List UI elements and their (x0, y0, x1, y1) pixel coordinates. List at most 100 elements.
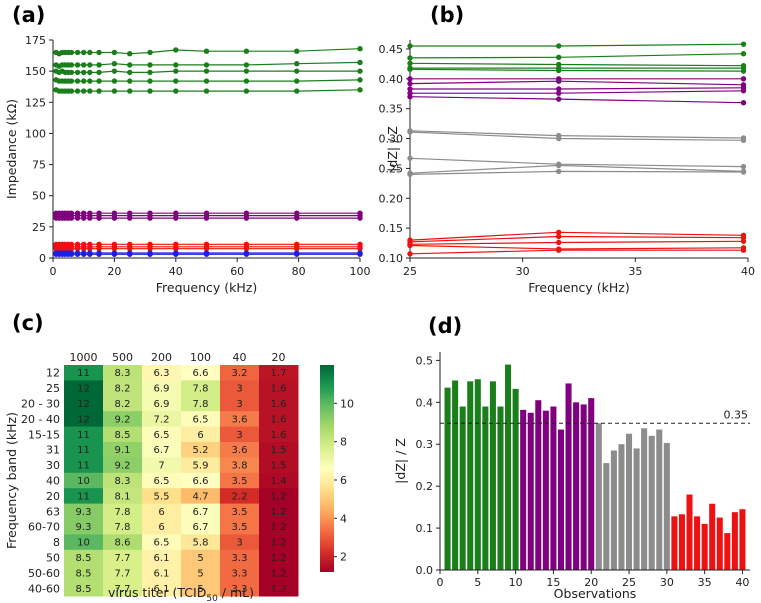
x-tick-label: 35 (698, 576, 712, 589)
data-point (173, 47, 179, 53)
data-point (173, 62, 179, 68)
cell-value: 9.1 (115, 445, 131, 456)
data-point (74, 88, 81, 94)
heatmap-cell (220, 472, 260, 489)
data-point (740, 68, 747, 74)
cell-value: 7.7 (115, 553, 131, 564)
cell-value: 6.9 (154, 384, 170, 395)
cell-value: 1.6 (271, 384, 287, 395)
data-point (173, 68, 179, 74)
data-point (294, 60, 300, 67)
x-tick-label: 5 (474, 576, 481, 589)
data-point (147, 215, 153, 221)
data-point (407, 60, 413, 66)
data-point (243, 68, 250, 74)
column-header: 100 (190, 351, 211, 364)
cell-value: 3 (236, 384, 242, 395)
row-label: 60-70 (28, 521, 60, 534)
bar (716, 517, 723, 570)
heatmap-cell (103, 411, 143, 428)
y-tick-label: 0.10 (379, 252, 404, 265)
data-point (243, 251, 250, 257)
bar (497, 406, 504, 570)
data-point (357, 59, 363, 66)
cell-value: 1.2 (271, 507, 287, 518)
cell-value: 6.7 (193, 522, 209, 533)
data-point (111, 251, 118, 257)
heatmap-cell (64, 534, 104, 551)
column-header: 200 (151, 351, 172, 364)
cell-value: 6 (158, 507, 164, 518)
data-point (357, 68, 363, 74)
cell-value: 11 (77, 491, 90, 502)
series-line (409, 53, 744, 59)
cell-value: 6.5 (154, 430, 170, 441)
cell-value: 8.5 (76, 584, 92, 595)
bar (694, 516, 701, 570)
cell-value: 6.9 (154, 399, 170, 410)
data-point (74, 245, 81, 252)
x-axis-label: Observations (554, 586, 637, 601)
data-point (556, 96, 562, 102)
cell-value: 5 (197, 568, 203, 579)
data-point (68, 245, 75, 252)
bar (663, 442, 670, 570)
data-point (243, 88, 250, 94)
x-axis-label: Frequency (kHz) (156, 280, 258, 295)
heatmap-cell (103, 534, 143, 551)
heatmap-cell (181, 519, 221, 535)
bar (467, 381, 474, 570)
data-point (147, 245, 153, 252)
data-point (74, 215, 81, 221)
heatmap-cell (64, 580, 104, 597)
cell-value: 1.7 (271, 368, 287, 379)
row-label: 63 (46, 505, 60, 518)
data-point (68, 88, 75, 94)
heatmap-cell (259, 395, 299, 412)
y-tick-label: 50 (32, 190, 46, 203)
data-point (127, 245, 133, 252)
data-point (81, 88, 87, 94)
column-header: 40 (233, 351, 247, 364)
bar (603, 463, 610, 570)
data-point (407, 80, 413, 87)
data-point (96, 245, 102, 252)
data-point (203, 251, 210, 257)
data-point (111, 88, 118, 94)
heatmap-cell (220, 565, 260, 582)
heatmap-cell (64, 365, 104, 381)
data-point (740, 41, 747, 47)
data-point (74, 251, 81, 257)
data-point (407, 171, 413, 178)
y-tick-label: 0.45 (379, 43, 404, 56)
cell-value: 3.3 (232, 568, 248, 579)
heatmap-cell (181, 472, 221, 489)
data-point (740, 137, 747, 144)
data-point (357, 46, 363, 52)
bar (474, 379, 481, 570)
data-point (556, 90, 562, 96)
panel-b: (b) 0.10 0.15 0.20 0.25 0.30 0.35 0.40 0.45 25 30 3… (379, 3, 756, 295)
bar (452, 380, 459, 570)
data-point (147, 251, 153, 257)
bar (671, 516, 678, 570)
cell-value: 1.6 (271, 399, 287, 410)
panel-d: (d) 0.0 0.1 0.2 0.3 0.4 0.5 0 5 10 15 20 25 30 35 40 0.3… (393, 314, 750, 601)
data-point (127, 88, 133, 94)
panel-c: (c) 1000 500 200 100 40 20 12 11 8.3 6.3 6.6 3.2 1.7 2… (4, 311, 354, 603)
data-point (407, 129, 413, 135)
cell-value: 6.5 (154, 476, 170, 487)
data-point (147, 49, 153, 56)
cell-value: 3.2 (232, 368, 248, 379)
cell-value: 8.2 (115, 399, 131, 410)
y-tick-label: 150 (25, 65, 46, 78)
heatmap-cell (181, 442, 221, 458)
data-point (243, 245, 250, 252)
data-point (87, 78, 93, 84)
heatmap-cell (64, 395, 104, 412)
data-point (96, 69, 102, 76)
cell-value: 2.2 (232, 491, 248, 502)
heatmap-cell (259, 549, 299, 566)
heatmap-cell (142, 411, 182, 428)
data-point (173, 215, 179, 221)
